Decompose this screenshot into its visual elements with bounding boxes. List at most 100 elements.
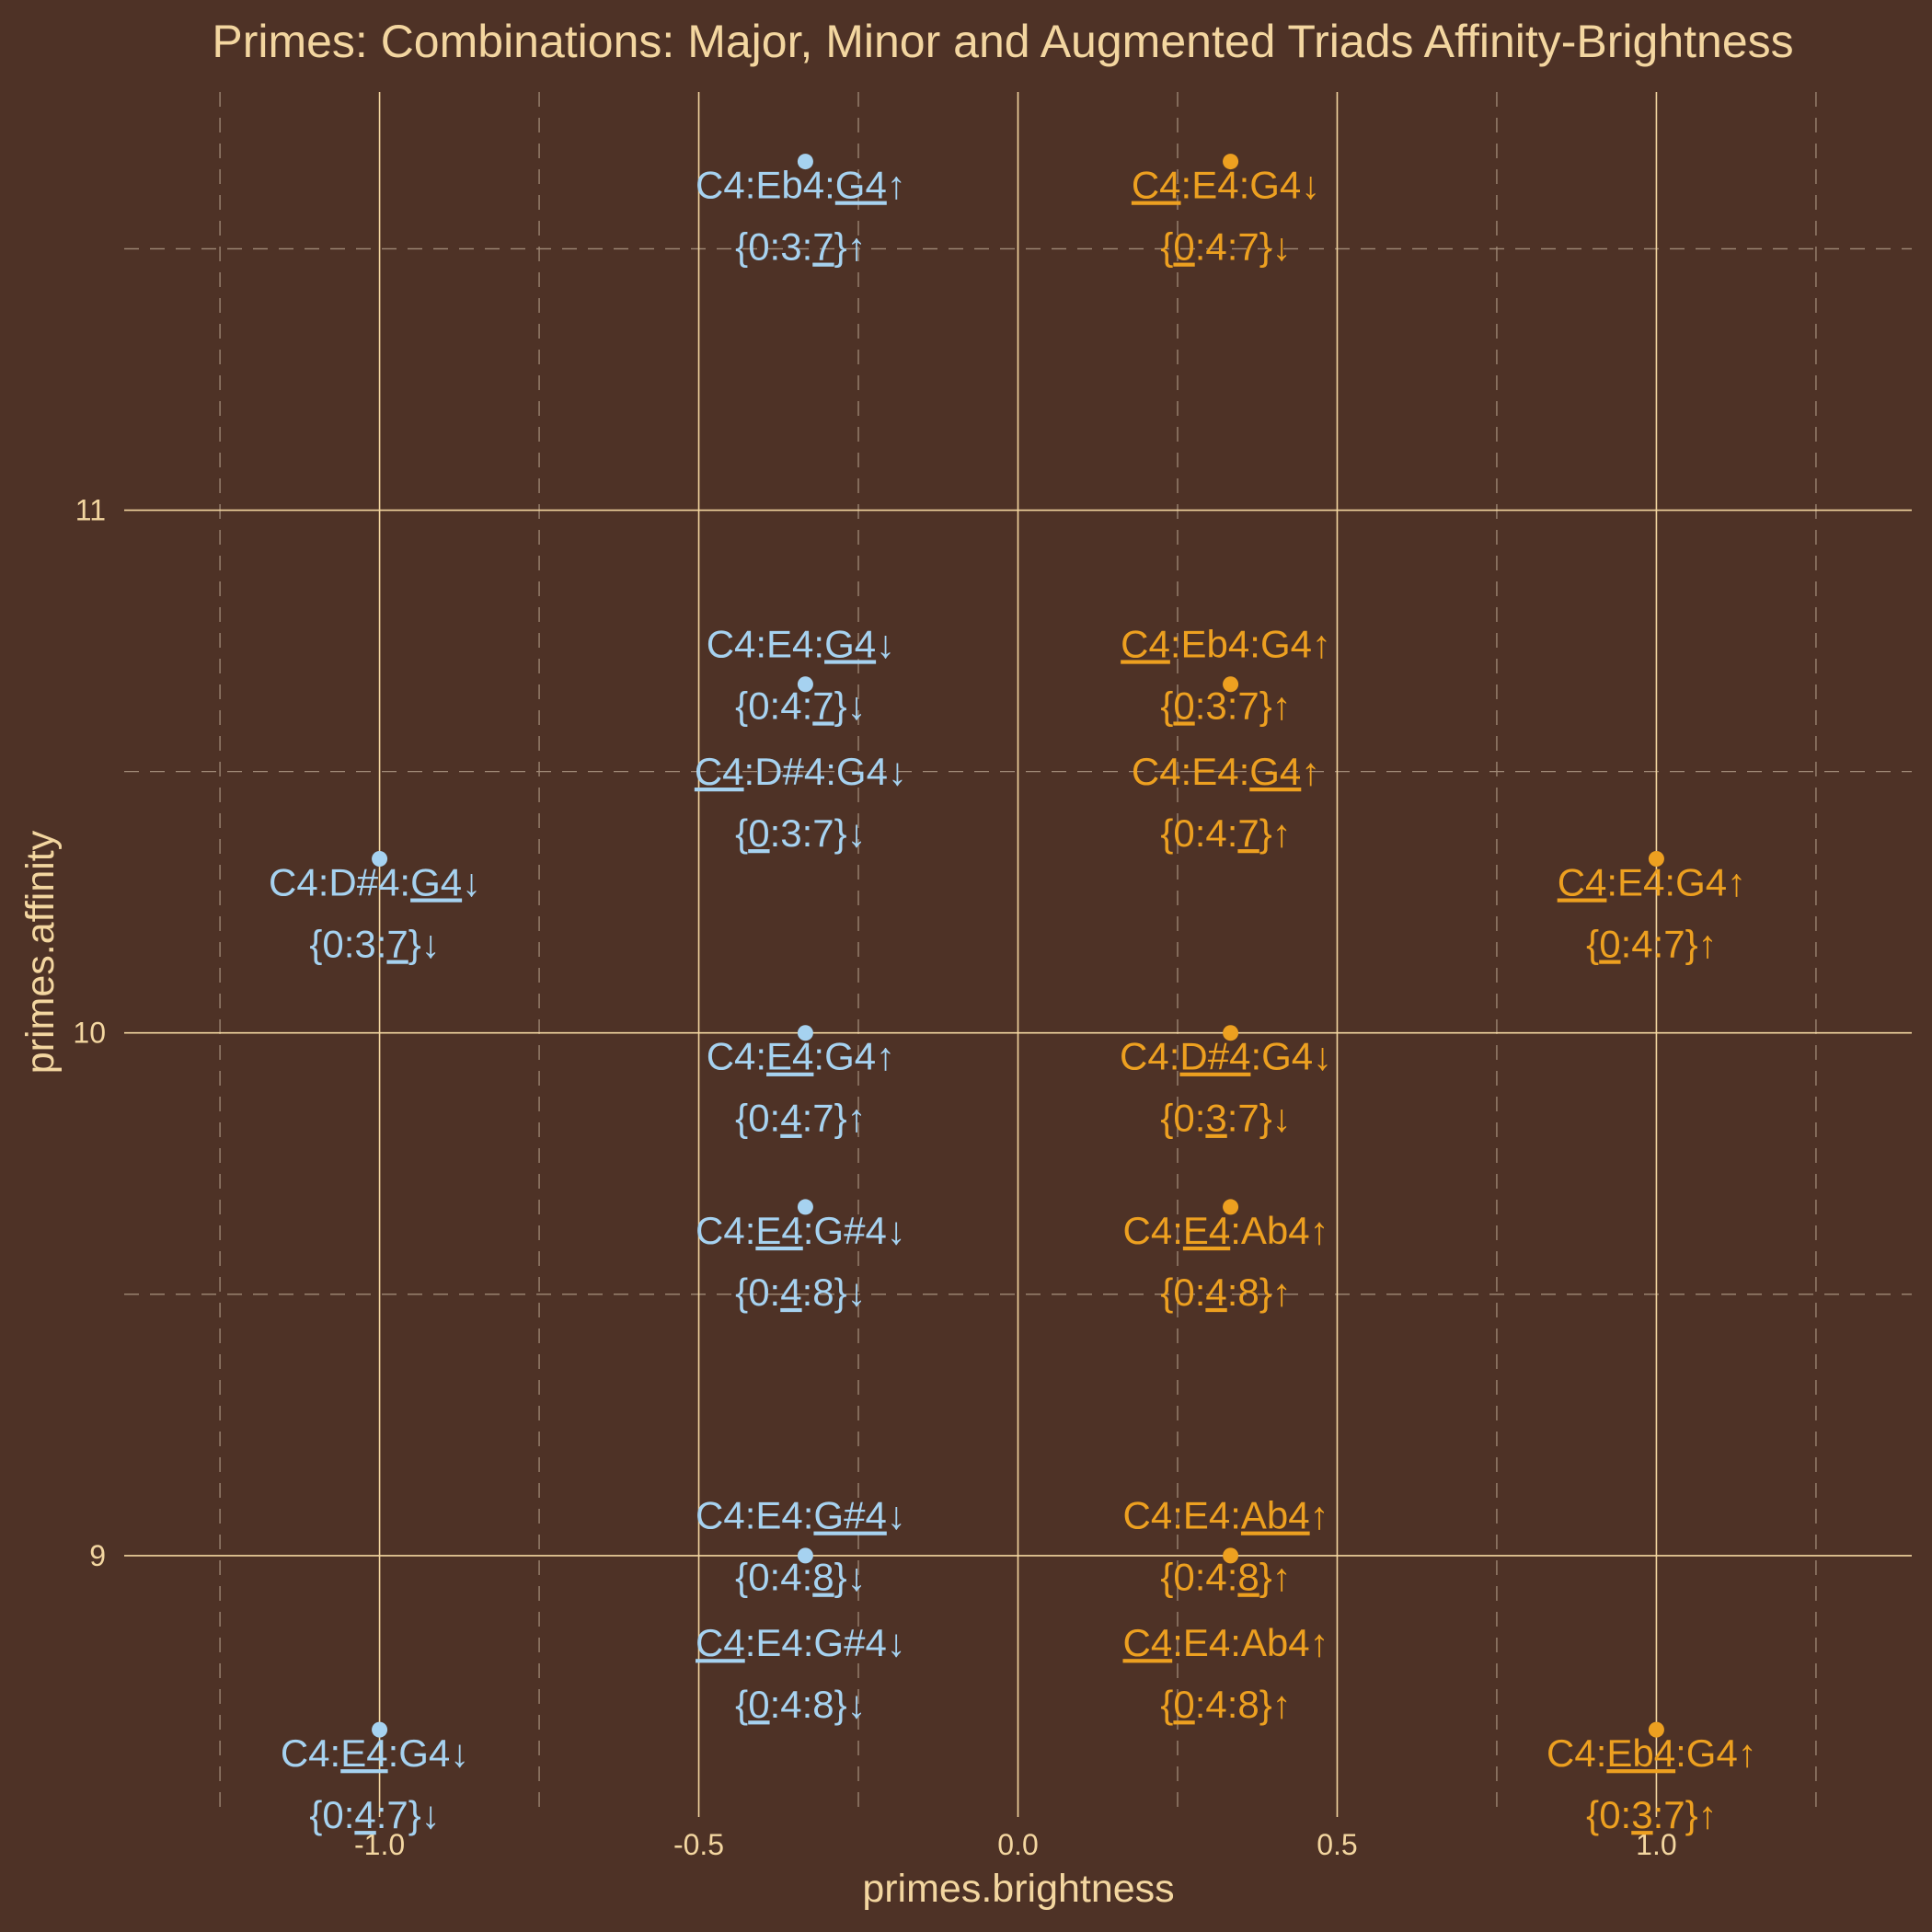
label-underlined-part: 3 — [1205, 1097, 1226, 1140]
label-set: {0:4:7}↑ — [1586, 923, 1717, 966]
label-underlined-part: 0 — [1173, 1683, 1194, 1726]
point-label: C4:D#4:G4↓ {0:3:7}↓ — [1120, 1035, 1332, 1140]
point-label: C4:E4:G4↑ {0:4:7}↑ — [1558, 861, 1746, 966]
label-underlined-part: 4 — [780, 1097, 801, 1140]
label-chord: C4:E4:G#4↓ — [696, 1494, 906, 1537]
data-point — [1223, 1199, 1239, 1215]
label-set: {0:4:8}↑ — [1160, 1683, 1291, 1726]
point-label: C4:E4:Ab4↑ {0:4:8}↑ — [1123, 1621, 1329, 1726]
label-chord: C4:E4:G4↓ — [1132, 164, 1320, 207]
x-axis-title: primes.brightness — [862, 1867, 1174, 1911]
label-underlined-part: E4 — [340, 1731, 387, 1775]
label-set: {0:4:7}↓ — [1160, 225, 1291, 269]
label-underlined-part: 0 — [748, 811, 769, 855]
label-chord: C4:Eb4:G4↑ — [1121, 622, 1331, 665]
label-underlined-part: Ab4 — [1241, 1494, 1310, 1537]
point-label: C4:Eb4:G4↑ {0:3:7}↑ — [1121, 622, 1331, 727]
x-tick-label: -1.0 — [354, 1828, 405, 1861]
chart-title: Primes: Combinations: Major, Minor and A… — [212, 16, 1793, 67]
label-chord: C4:E4:Ab4↑ — [1123, 1494, 1329, 1537]
label-underlined-part: G4 — [824, 622, 876, 665]
label-set: {0:4:8}↑ — [1160, 1271, 1291, 1314]
label-underlined-part: 0 — [1599, 923, 1620, 966]
data-point — [372, 1721, 388, 1738]
point-label: C4:D#4:G4↓ {0:3:7}↓ — [695, 750, 907, 855]
label-underlined-part: 0 — [748, 1683, 769, 1726]
label-underlined-part: C4 — [1121, 622, 1170, 665]
point-label: C4:E4:G4↓ {0:4:7}↓ — [281, 1731, 469, 1836]
label-chord: C4:D#4:G4↓ — [269, 861, 481, 904]
label-underlined-part: C4 — [695, 750, 744, 793]
label-set: {0:4:8}↑ — [1160, 1556, 1291, 1599]
label-set: {0:4:7}↑ — [1160, 811, 1291, 855]
label-chord: C4:E4:Ab4↑ — [1123, 1209, 1329, 1252]
y-tick-label: 10 — [73, 1017, 106, 1050]
data-point — [797, 1199, 813, 1215]
point-label: C4:E4:G#4↓ {0:4:8}↓ — [696, 1494, 906, 1599]
data-point — [1648, 851, 1664, 868]
label-set: {0:4:8}↓ — [735, 1556, 866, 1599]
label-underlined-part: C4 — [696, 1621, 745, 1664]
point-labels: C4:Eb4:G4↑ {0:3:7}↑ C4:E4:G4↓ {0:4:7}↓ C4:E4… — [269, 164, 1757, 1837]
data-point — [797, 1025, 813, 1041]
label-underlined-part: 3 — [1631, 1793, 1652, 1836]
y-tick-label: 9 — [89, 1539, 106, 1572]
label-underlined-part: 4 — [780, 1271, 801, 1314]
label-underlined-part: 7 — [386, 923, 408, 966]
point-label: C4:E4:G4↓ {0:4:7}↓ — [1132, 164, 1320, 269]
label-underlined-part: 0 — [1173, 225, 1194, 269]
point-label: C4:E4:G#4↓ {0:4:8}↓ — [696, 1621, 906, 1726]
label-set: {0:4:7}↓ — [735, 684, 866, 727]
label-chord: C4:E4:G4↓ — [281, 1731, 469, 1775]
label-set: {0:3:7}↓ — [1160, 1097, 1291, 1140]
tick-labels: -1.0 -0.5 0.0 0.5 1.0 9 10 11 — [73, 494, 1676, 1861]
x-tick-label: 0.5 — [1317, 1828, 1357, 1861]
label-underlined-part: D#4 — [1179, 1035, 1250, 1078]
label-set: {0:3:7}↓ — [735, 811, 866, 855]
label-underlined-part: E4 — [755, 1209, 802, 1252]
label-chord: C4:E4:G4↓ — [707, 622, 895, 665]
label-set: {0:3:7}↓ — [309, 923, 440, 966]
data-point — [1223, 154, 1239, 170]
label-underlined-part: E4 — [1183, 1209, 1230, 1252]
y-axis-title: primes.affinity — [18, 830, 63, 1074]
label-underlined-part: G#4 — [813, 1494, 886, 1537]
point-label: C4:D#4:G4↓ {0:3:7}↓ — [269, 861, 481, 966]
data-point — [797, 154, 813, 170]
x-tick-label: 0.0 — [997, 1828, 1038, 1861]
data-points — [372, 154, 1664, 1738]
point-label: C4:E4:G4↑ {0:4:7}↑ — [707, 1035, 895, 1140]
label-underlined-part: G4 — [835, 164, 887, 207]
label-set: {0:3:7}↑ — [1160, 684, 1291, 727]
label-underlined-part: C4 — [1123, 1621, 1173, 1664]
label-chord: C4:E4:G#4↓ — [696, 1621, 906, 1664]
label-underlined-part: C4 — [1558, 861, 1607, 904]
label-chord: C4:E4:Ab4↑ — [1123, 1621, 1329, 1664]
data-point — [797, 676, 813, 693]
label-chord: C4:E4:G4↑ — [1558, 861, 1746, 904]
point-label: C4:Eb4:G4↑ {0:3:7}↑ — [1547, 1731, 1757, 1836]
point-label: C4:E4:G4↓ {0:4:7}↓ — [707, 622, 895, 727]
grid — [124, 92, 1912, 1817]
label-underlined-part: C4 — [1132, 164, 1181, 207]
data-point — [1223, 1025, 1239, 1041]
label-set: {0:3:7}↑ — [735, 225, 866, 269]
data-point — [372, 851, 388, 868]
label-chord: C4:E4:G4↑ — [707, 1035, 895, 1078]
label-underlined-part: G4 — [1249, 750, 1301, 793]
label-underlined-part: G4 — [410, 861, 462, 904]
point-label: C4:E4:Ab4↑ {0:4:8}↑ — [1123, 1494, 1329, 1599]
label-underlined-part: E4 — [766, 1035, 813, 1078]
x-tick-label: 1.0 — [1636, 1828, 1676, 1861]
point-label: C4:E4:G4↑ {0:4:7}↑ — [1132, 750, 1320, 855]
label-underlined-part: Eb4 — [1606, 1731, 1675, 1775]
label-set: {0:4:8}↓ — [735, 1683, 866, 1726]
label-chord: C4:E4:G#4↓ — [696, 1209, 906, 1252]
y-tick-label: 11 — [75, 494, 106, 527]
label-set: {0:3:7}↑ — [1586, 1793, 1717, 1836]
point-label: C4:Eb4:G4↑ {0:3:7}↑ — [696, 164, 906, 269]
data-point — [1223, 676, 1239, 693]
label-chord: C4:Eb4:G4↑ — [1547, 1731, 1757, 1775]
